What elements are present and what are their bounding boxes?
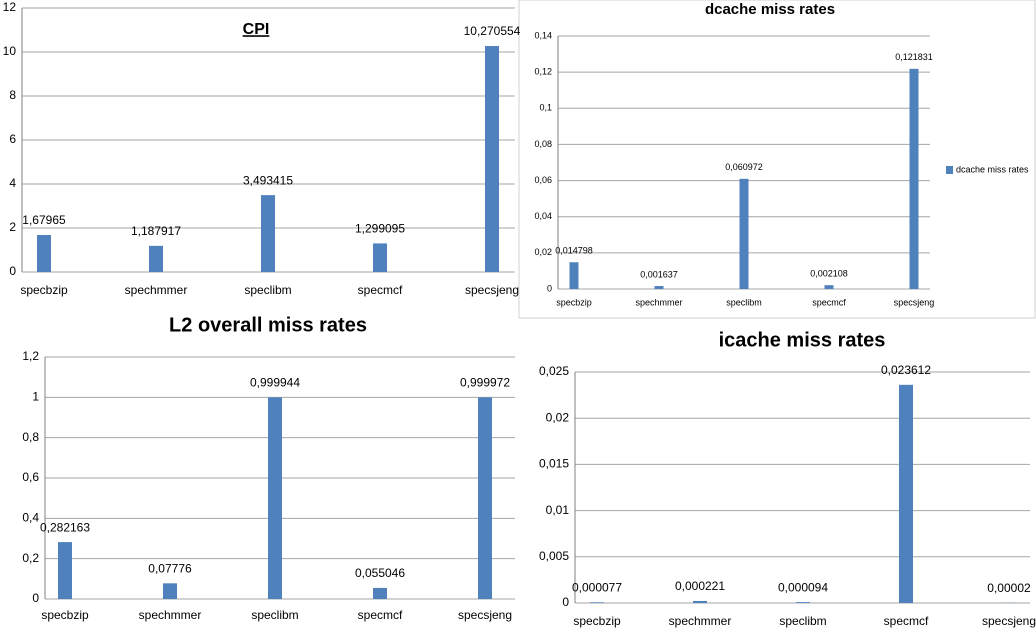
bar [590, 602, 604, 603]
bar [485, 46, 499, 272]
value-label: 1,67965 [22, 213, 66, 227]
value-label: 0,014798 [555, 246, 593, 256]
bar [373, 587, 387, 599]
x-tick-label: specmcf [812, 297, 846, 307]
x-tick-label: specmcf [884, 614, 929, 628]
value-label: 1,299095 [355, 222, 405, 236]
value-label: 0,999972 [460, 376, 510, 390]
bar [149, 245, 163, 272]
value-label: 1,187917 [131, 224, 181, 238]
y-tick-label: 6 [9, 132, 16, 146]
bar [268, 397, 282, 599]
bar [37, 235, 51, 272]
x-tick-label: spechmmer [139, 608, 202, 622]
value-label: 0,001637 [640, 269, 678, 279]
bar [163, 583, 177, 599]
x-tick-label: speclibm [726, 297, 762, 307]
legend-swatch [946, 166, 953, 174]
y-tick-label: 0 [32, 591, 39, 605]
chart-title: L2 overall miss rates [169, 314, 367, 336]
value-label: 0,023612 [881, 363, 931, 377]
x-tick-label: speclibm [251, 608, 298, 622]
value-label: 0,055046 [355, 566, 405, 580]
x-tick-label: specsjeng [894, 297, 935, 307]
legend-label: dcache miss rates [956, 164, 1029, 174]
x-tick-label: specbzip [573, 614, 621, 628]
y-tick-label: 0 [547, 283, 552, 293]
bar [373, 243, 387, 272]
y-tick-label: 0,14 [534, 30, 552, 40]
chart-title: icache miss rates [719, 329, 886, 351]
x-tick-label: speclibm [244, 283, 291, 297]
x-tick-label: spechmmer [669, 614, 732, 628]
bar [569, 262, 579, 289]
chart-frame [518, 0, 1036, 319]
value-label: 0,07776 [148, 561, 192, 575]
x-tick-label: specmcf [358, 283, 403, 297]
value-label: 0,000221 [675, 579, 725, 593]
bar [58, 542, 72, 599]
y-tick-label: 0,02 [534, 247, 552, 257]
value-label: 0,00002 [987, 581, 1031, 595]
y-tick-label: 0,005 [539, 549, 569, 563]
bar [693, 600, 707, 603]
bar [824, 285, 834, 289]
y-tick-label: 0 [9, 264, 16, 278]
value-label: 0,999944 [250, 376, 300, 390]
value-label: 10,270554 [464, 24, 521, 38]
bar [478, 397, 492, 599]
x-tick-label: speclibm [779, 614, 826, 628]
y-tick-label: 0 [562, 595, 569, 609]
bar [739, 178, 749, 289]
x-tick-label: spechmmer [125, 283, 188, 297]
value-label: 0,060972 [725, 162, 763, 172]
x-tick-label: specsjeng [458, 608, 512, 622]
y-tick-label: 0,12 [534, 67, 552, 77]
y-tick-label: 4 [9, 176, 16, 190]
y-tick-label: 0,01 [546, 503, 570, 517]
y-tick-label: 1 [32, 390, 39, 404]
y-tick-label: 0,8 [22, 430, 39, 444]
bar [899, 384, 913, 603]
y-tick-label: 0,015 [539, 457, 569, 471]
x-tick-label: specbzip [20, 283, 68, 297]
value-label: 0,000094 [778, 580, 828, 594]
x-tick-label: specsjeng [465, 283, 519, 297]
bar [796, 602, 810, 603]
value-label: 0,121831 [895, 52, 933, 62]
x-tick-label: spechmmer [635, 297, 682, 307]
bar [909, 68, 919, 289]
x-tick-label: specbzip [556, 297, 592, 307]
x-tick-label: specbzip [41, 608, 89, 622]
value-label: 3,493415 [243, 173, 293, 187]
chart-title: dcache miss rates [705, 1, 835, 18]
bar [654, 286, 664, 289]
y-tick-label: 0,1 [539, 103, 552, 113]
value-label: 0,000077 [572, 580, 622, 594]
y-tick-label: 2 [9, 220, 16, 234]
y-tick-label: 1,2 [22, 349, 39, 363]
value-label: 0,282163 [40, 520, 90, 534]
y-tick-label: 0,04 [534, 211, 552, 221]
chart-title: CPI [243, 21, 270, 38]
y-tick-label: 0,06 [534, 175, 552, 185]
y-tick-label: 10 [3, 44, 17, 58]
y-tick-label: 0,08 [534, 139, 552, 149]
x-tick-label: specmcf [358, 608, 403, 622]
y-tick-label: 8 [9, 88, 16, 102]
y-tick-label: 0,02 [546, 410, 570, 424]
x-tick-label: specsjeng [982, 614, 1036, 628]
y-tick-label: 0,6 [22, 470, 39, 484]
y-tick-label: 0,025 [539, 364, 569, 378]
bar [261, 195, 275, 272]
y-tick-label: 0,2 [22, 551, 39, 565]
y-tick-label: 12 [3, 0, 17, 14]
value-label: 0,002108 [810, 269, 848, 279]
y-tick-label: 0,4 [22, 511, 39, 525]
